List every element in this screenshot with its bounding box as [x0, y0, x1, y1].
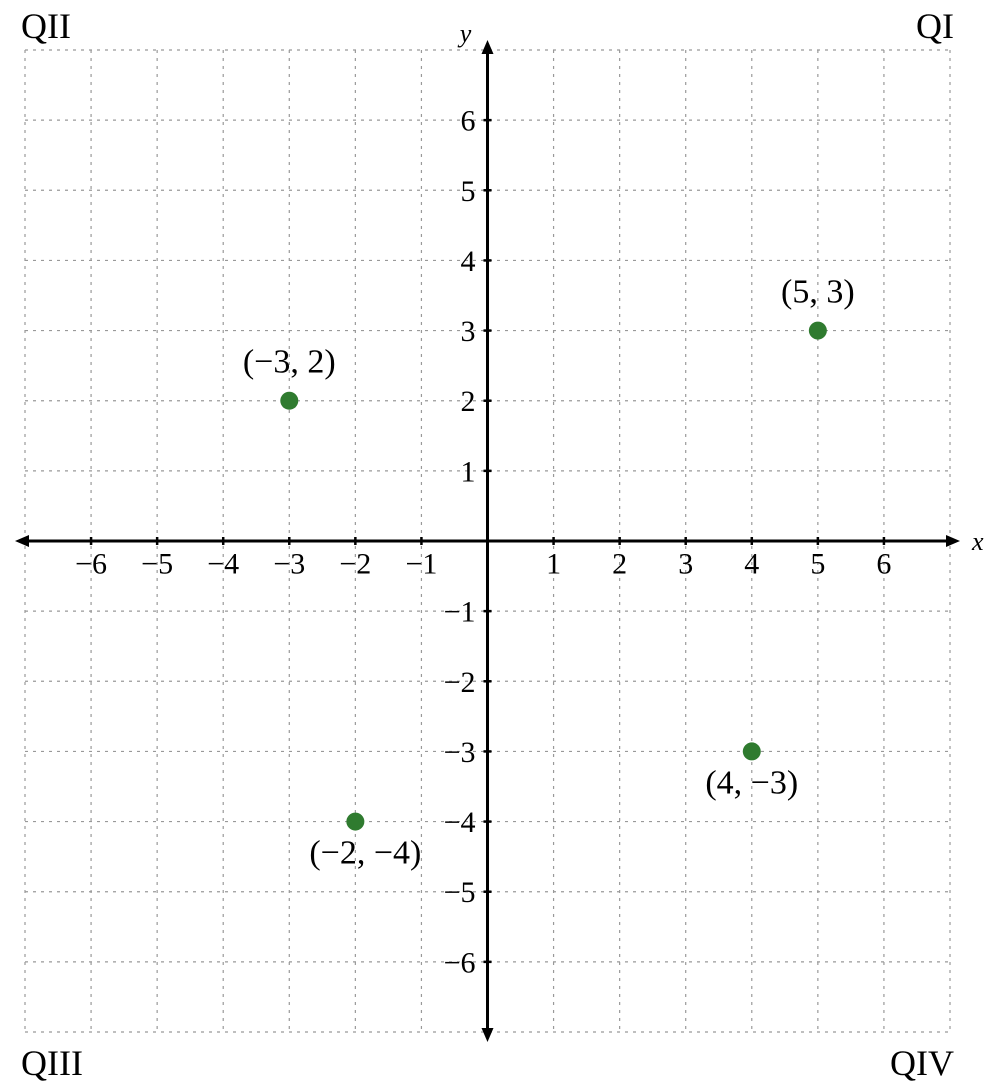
- quadrant-label: QIV: [890, 1043, 954, 1083]
- y-tick-label: −3: [444, 736, 476, 769]
- data-point-label: (5, 3): [781, 274, 855, 311]
- y-axis-label: y: [457, 19, 472, 48]
- y-tick-label: 1: [461, 455, 476, 488]
- y-tick-label: −5: [444, 876, 476, 909]
- x-tick-label: 1: [546, 548, 561, 581]
- quadrant-label: QIII: [21, 1043, 83, 1083]
- x-tick-label: 6: [876, 548, 891, 581]
- y-tick-label: −4: [444, 806, 476, 839]
- data-point: [280, 392, 298, 410]
- x-axis-label: x: [971, 527, 984, 556]
- x-tick-label: −6: [75, 548, 107, 581]
- y-tick-label: 3: [461, 315, 476, 348]
- y-tick-label: 2: [461, 385, 476, 418]
- x-tick-label: −3: [273, 548, 305, 581]
- x-tick-label: −2: [339, 548, 371, 581]
- quadrant-label: QI: [916, 6, 954, 46]
- quadrant-label: QII: [21, 6, 71, 46]
- plot-svg: −6 −5 −4 −3 −2 −1 1 2 3 4 5 6 −6 −5 −4 −3 −2 −1 1 2 3 4 5 6 x y (5…: [0, 0, 1005, 1087]
- coordinate-plane-chart: −6 −5 −4 −3 −2 −1 1 2 3 4 5 6 −6 −5 −4 −3 −2 −1 1 2 3 4 5 6 x y (5…: [0, 0, 1005, 1087]
- x-tick-label: 3: [678, 548, 693, 581]
- x-tick-label: 4: [744, 548, 759, 581]
- data-point: [809, 322, 827, 340]
- y-tick-label: −2: [444, 666, 476, 699]
- y-tick-label: −1: [444, 596, 476, 629]
- plot-background: [0, 0, 1005, 1087]
- y-tick-label: 6: [461, 105, 476, 138]
- x-tick-label: −4: [207, 548, 239, 581]
- y-tick-label: 4: [461, 245, 476, 278]
- data-point-label: (4, −3): [705, 764, 798, 801]
- y-tick-label: 5: [461, 175, 476, 208]
- data-point: [346, 813, 364, 831]
- x-tick-label: −1: [405, 548, 437, 581]
- data-point-label: (−3, 2): [243, 344, 336, 381]
- x-tick-label: 5: [810, 548, 825, 581]
- y-tick-label: −6: [444, 946, 476, 979]
- x-tick-label: −5: [141, 548, 173, 581]
- x-tick-label: 2: [612, 548, 627, 581]
- data-point-label: (−2, −4): [309, 835, 421, 872]
- data-point: [743, 742, 761, 760]
